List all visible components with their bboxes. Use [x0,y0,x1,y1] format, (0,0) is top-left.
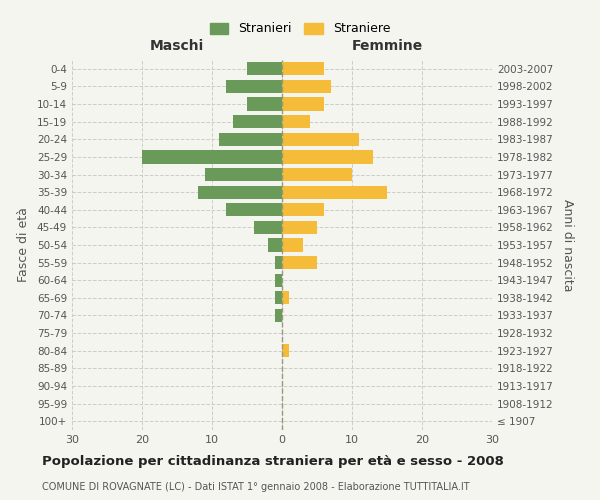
Text: Femmine: Femmine [352,39,422,53]
Bar [268,238,282,252]
Bar [282,62,324,76]
Bar [219,132,282,146]
Bar [226,80,282,93]
Y-axis label: Fasce di età: Fasce di età [17,208,30,282]
Bar [254,221,282,234]
Bar [282,203,324,216]
Bar [142,150,282,164]
Text: Maschi: Maschi [150,39,204,53]
Bar [275,256,282,269]
Bar [282,115,310,128]
Bar [226,203,282,216]
Bar [247,62,282,76]
Bar [282,291,289,304]
Bar [198,186,282,198]
Bar [282,344,289,358]
Bar [282,98,324,110]
Bar [282,186,387,198]
Bar [275,274,282,287]
Bar [282,150,373,164]
Bar [233,115,282,128]
Legend: Stranieri, Straniere: Stranieri, Straniere [206,18,394,40]
Bar [247,98,282,110]
Text: Popolazione per cittadinanza straniera per età e sesso - 2008: Popolazione per cittadinanza straniera p… [42,455,504,468]
Bar [205,168,282,181]
Text: COMUNE DI ROVAGNATE (LC) - Dati ISTAT 1° gennaio 2008 - Elaborazione TUTTITALIA.: COMUNE DI ROVAGNATE (LC) - Dati ISTAT 1°… [42,482,470,492]
Bar [282,80,331,93]
Bar [282,168,352,181]
Y-axis label: Anni di nascita: Anni di nascita [560,198,574,291]
Bar [275,291,282,304]
Bar [282,221,317,234]
Bar [282,256,317,269]
Bar [275,309,282,322]
Bar [282,132,359,146]
Bar [282,238,303,252]
